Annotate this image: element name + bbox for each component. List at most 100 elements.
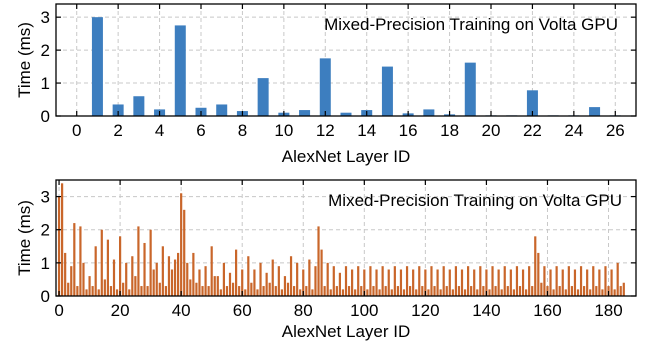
bar	[445, 286, 448, 296]
y-tick-label: 0	[41, 287, 50, 306]
bar	[235, 249, 238, 296]
bar	[280, 289, 283, 296]
bar	[133, 96, 145, 116]
bar	[567, 266, 570, 296]
bar	[231, 282, 235, 296]
bar	[338, 272, 341, 296]
bar	[192, 252, 195, 296]
bar	[262, 286, 265, 296]
bar	[228, 272, 232, 296]
bar	[573, 269, 577, 296]
bar	[448, 269, 451, 296]
bar	[311, 289, 314, 296]
bar	[351, 269, 354, 296]
bar	[323, 286, 326, 296]
bar	[552, 289, 555, 296]
bar	[375, 269, 378, 296]
bar	[479, 266, 482, 296]
bar	[592, 266, 595, 296]
bar	[189, 279, 192, 296]
bar	[317, 226, 320, 296]
bar	[604, 266, 607, 296]
y-axis-label-bottom: Time (ms)	[15, 200, 34, 276]
bar	[619, 286, 622, 296]
bar	[470, 286, 473, 296]
bar	[302, 269, 305, 296]
bar	[143, 242, 146, 296]
bar	[305, 286, 308, 296]
bar	[170, 269, 174, 296]
x-tick-label: 12	[316, 121, 335, 140]
bar	[518, 286, 522, 296]
x-tick-label: 140	[472, 301, 500, 320]
x-tick-label: 0	[54, 301, 63, 320]
x-tick-label: 16	[399, 121, 418, 140]
bar	[586, 269, 589, 296]
bar	[112, 104, 124, 116]
y-tick-label: 1	[41, 74, 50, 93]
bar	[482, 286, 485, 296]
bar	[344, 266, 348, 296]
bar	[186, 262, 189, 296]
bar	[427, 289, 430, 296]
bar	[576, 289, 580, 296]
bar	[332, 266, 335, 296]
bar	[112, 259, 116, 296]
bar	[173, 259, 177, 296]
bar	[329, 289, 332, 296]
bar	[610, 269, 613, 296]
bar	[219, 289, 222, 296]
bar	[451, 289, 454, 296]
bar	[207, 286, 210, 296]
bar	[238, 286, 241, 296]
bar	[259, 262, 262, 296]
bar	[225, 286, 229, 296]
bar	[82, 262, 85, 296]
bar	[204, 266, 207, 296]
bar	[549, 269, 552, 296]
bar	[341, 289, 345, 296]
bar	[463, 289, 467, 296]
bar	[589, 107, 601, 116]
x-tick-label: 100	[350, 301, 378, 320]
x-tick-label: 18	[440, 121, 459, 140]
y-tick-label: 2	[41, 41, 50, 60]
bar	[293, 286, 296, 296]
bar	[308, 259, 311, 296]
bar	[369, 266, 372, 296]
bar	[183, 209, 186, 296]
bar	[146, 286, 149, 296]
bar	[340, 112, 352, 116]
bar	[381, 266, 384, 296]
bar	[457, 286, 461, 296]
bar	[103, 279, 106, 296]
bar	[91, 286, 94, 296]
bar	[347, 286, 351, 296]
x-tick-label: 6	[196, 121, 205, 140]
bar	[515, 266, 519, 296]
bar	[216, 276, 219, 296]
bar	[253, 269, 256, 296]
bar	[222, 262, 225, 296]
bar	[528, 266, 531, 296]
bar	[402, 289, 406, 296]
bar	[299, 110, 311, 116]
bar	[424, 269, 427, 296]
bar	[94, 246, 97, 296]
plot-frame-bottom	[55, 179, 637, 297]
bar	[421, 286, 424, 296]
bar	[85, 289, 88, 296]
bar	[558, 286, 561, 296]
bar	[201, 286, 204, 296]
x-tick-label: 40	[172, 301, 191, 320]
bar	[595, 286, 598, 296]
bar	[378, 289, 381, 296]
bar	[167, 256, 171, 296]
bar	[601, 289, 604, 296]
bar	[357, 266, 360, 296]
bar	[210, 246, 213, 296]
bar	[250, 282, 253, 296]
x-tick-label: 22	[523, 121, 542, 140]
